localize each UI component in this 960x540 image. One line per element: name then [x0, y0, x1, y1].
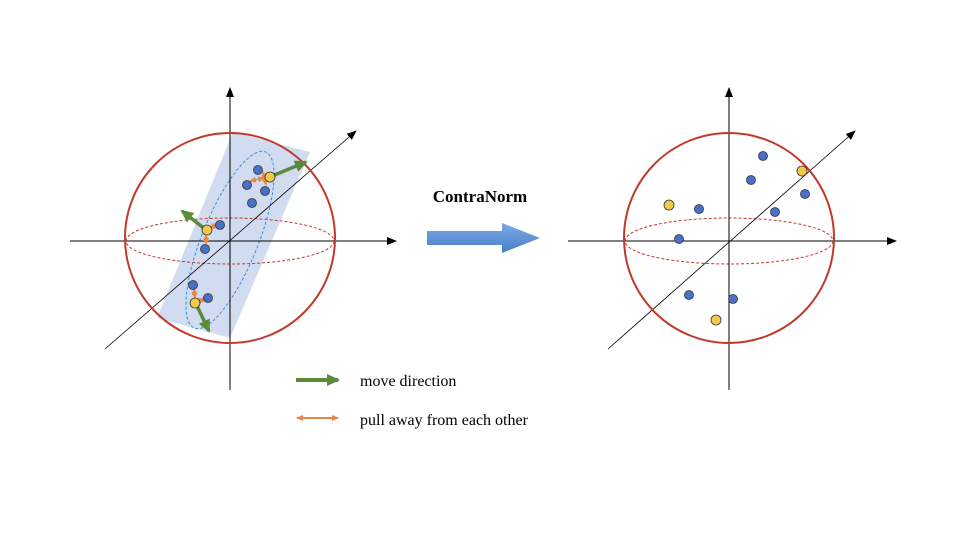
move-arrow — [180, 209, 207, 231]
legend-pull-label: pull away from each other — [360, 412, 529, 429]
yellow-point — [663, 199, 675, 211]
blue-point — [242, 180, 252, 190]
right-panel — [568, 87, 897, 390]
blue-point — [260, 186, 270, 196]
blue-point — [684, 290, 694, 300]
right-z-axis — [607, 130, 856, 350]
legend: move direction pull away from each other — [296, 373, 529, 429]
blue-point — [188, 280, 198, 290]
pull-arrow — [261, 171, 268, 186]
left-panel — [70, 87, 397, 390]
blue-point — [746, 175, 756, 185]
transform-section: ContraNorm — [427, 187, 540, 253]
yellow-point — [201, 224, 213, 236]
method-label: ContraNorm — [433, 187, 527, 206]
legend-move-label: move direction — [360, 373, 456, 390]
right-sphere — [623, 132, 835, 344]
yellow-point — [264, 171, 276, 183]
blue-point — [253, 165, 263, 175]
blue-point — [800, 189, 810, 199]
yellow-point — [189, 297, 201, 309]
move-arrow — [195, 305, 211, 333]
blue-point — [203, 293, 213, 303]
transform-arrow — [427, 223, 540, 253]
blue-point — [674, 234, 684, 244]
left-plane — [157, 132, 310, 338]
blue-point — [247, 198, 257, 208]
left-z-axis — [104, 130, 357, 350]
yellow-point — [796, 165, 808, 177]
right-points — [663, 151, 810, 326]
pull-arrow — [191, 288, 198, 299]
blue-point — [200, 244, 210, 254]
left-points — [188, 165, 276, 309]
blue-point — [770, 207, 780, 217]
left-sphere — [124, 132, 336, 344]
yellow-point — [710, 314, 722, 326]
move-arrow — [271, 160, 308, 178]
blue-point — [758, 151, 768, 161]
blue-point — [694, 204, 704, 214]
blue-point — [728, 294, 738, 304]
blue-point — [215, 220, 225, 230]
